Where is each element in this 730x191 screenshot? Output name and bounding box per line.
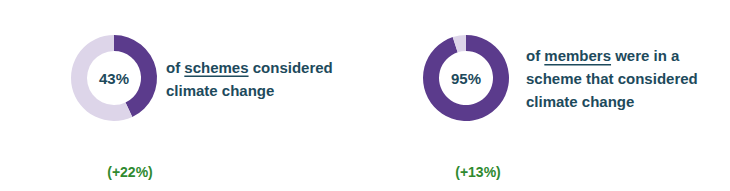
center-label: 95% — [451, 70, 481, 87]
description-line: scheme that considered — [526, 70, 698, 87]
change-label: (+13%) — [455, 164, 501, 180]
description-text: schemes — [184, 58, 248, 75]
description-line: climate change — [526, 93, 634, 110]
slice — [423, 35, 509, 121]
description-text: members — [544, 47, 611, 64]
slices — [71, 35, 157, 121]
slices — [423, 35, 509, 121]
description-line: of schemes considered — [166, 58, 333, 75]
description-text: of — [166, 58, 184, 75]
description-line: climate change — [166, 81, 274, 98]
chart-canvas: 43% of schemes considered climate change (+… — [0, 0, 730, 191]
slice — [453, 35, 466, 52]
description-text: climate change — [526, 93, 634, 110]
description-text: of — [526, 47, 544, 64]
description-text: considered — [249, 58, 333, 75]
description-text: climate change — [166, 81, 274, 98]
donut-chart: 43% of schemes considered climate change (+… — [71, 35, 333, 180]
description-line: of members were in a — [526, 47, 680, 64]
donut-chart: 95% of members were in a scheme that consi… — [423, 35, 698, 180]
description-text: were in a — [611, 47, 680, 64]
change-label: (+22%) — [107, 164, 153, 180]
description-text: scheme that considered — [526, 70, 698, 87]
slice — [71, 35, 132, 121]
center-label: 43% — [99, 70, 129, 87]
